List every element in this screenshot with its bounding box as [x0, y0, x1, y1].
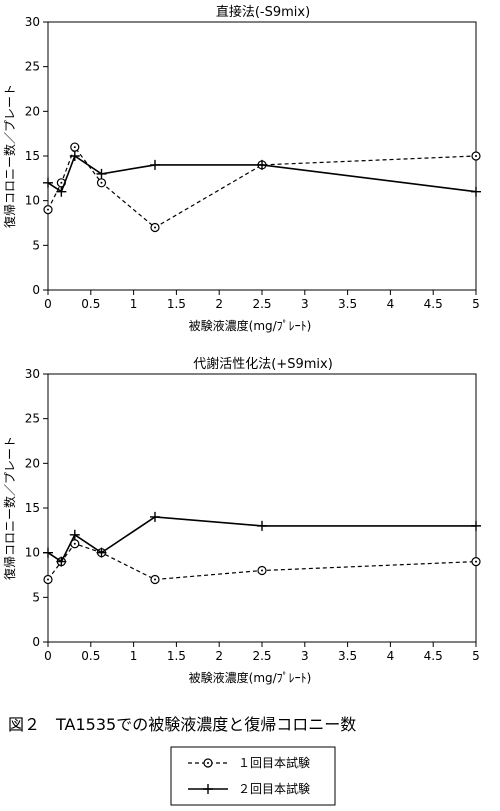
x-tick-label: 4	[387, 649, 395, 663]
data-point-circle-dot	[73, 146, 76, 149]
x-tick-label: 4	[387, 297, 395, 311]
figure-caption: 図２ TA1535での被験液濃度と復帰コロニー数	[8, 715, 356, 734]
chart-metabolic-activation: 代謝活性化法(+S9mix) 被験液濃度(mg/ﾌﾟﾚｰﾄ) 復帰コロニー数／プ…	[2, 357, 481, 685]
y-axis-label: 復帰コロニー数／プレート	[2, 84, 17, 228]
x-tick-label: 3.5	[338, 297, 357, 311]
y-tick-label: 10	[25, 546, 40, 560]
plot-frame	[47, 373, 477, 643]
y-tick-label: 20	[25, 456, 40, 470]
data-point-circle-dot	[47, 578, 49, 581]
x-tick-label: 4.5	[424, 649, 443, 663]
y-tick-label: 20	[25, 104, 40, 118]
x-tick-label: 2	[215, 649, 223, 663]
y-tick-label: 5	[32, 238, 40, 252]
data-point-circle-dot	[73, 542, 76, 545]
x-tick-label: 2.5	[252, 649, 271, 663]
data-point-circle-dot	[475, 155, 477, 157]
x-tick-label: 2	[215, 297, 223, 311]
y-axis-label: 復帰コロニー数／プレート	[2, 436, 17, 580]
tick-group: 0 0.5 1 1.5 2 2.5 3 3.5 4 4.5 5 0 5 10 15 20 25 30	[25, 367, 480, 663]
y-tick-label: 25	[25, 412, 40, 426]
data-point-cross-marker	[257, 159, 267, 170]
y-tick-label: 30	[25, 367, 40, 381]
x-tick-label: 2.5	[252, 297, 271, 311]
data-point-cross-marker	[150, 159, 160, 170]
x-tick-label: 3	[301, 649, 309, 663]
x-tick-label: 0.5	[81, 297, 100, 311]
y-tick-label: 10	[25, 194, 40, 208]
chart-title: 直接法(-S9mix)	[216, 4, 310, 20]
y-tick-label: 0	[32, 635, 40, 649]
data-point-circle-dot	[100, 181, 103, 184]
data-point-cross-marker	[150, 511, 160, 522]
series-line-first-test	[47, 145, 477, 229]
data-point-cross-marker	[69, 151, 80, 161]
data-point-circle-dot	[47, 208, 49, 211]
data-point-circle-dot	[475, 560, 477, 563]
data-point-cross-marker	[471, 186, 481, 197]
x-tick-label: 5	[472, 297, 480, 311]
x-tick-label: 0	[44, 297, 52, 311]
data-point-circle-dot	[154, 578, 156, 581]
data-point-cross-marker	[43, 177, 53, 188]
legend: １回目本試験 ２回目本試験	[170, 746, 336, 806]
data-point-circle-dot	[60, 181, 63, 184]
x-tick-label: 1.5	[167, 649, 186, 663]
tick-group: 0 0.5 1 1.5 2 2.5 3 3.5 4 4.5 5 0 5 10 15 20 25 30	[25, 15, 480, 311]
chart-title: 代謝活性化法(+S9mix)	[193, 357, 333, 372]
legend-item-second-test: ２回目本試験	[188, 781, 310, 796]
data-point-circle-dot	[154, 226, 156, 229]
series-group	[43, 142, 481, 233]
x-tick-label: 1	[130, 649, 138, 663]
y-tick-label: 30	[25, 15, 40, 29]
data-point-cross-marker	[56, 186, 67, 197]
y-tick-label: 15	[25, 501, 40, 515]
data-point-cross-marker	[96, 547, 107, 558]
legend-cross-marker-icon	[203, 784, 213, 794]
data-point-cross-marker	[96, 168, 107, 179]
legend-label: １回目本試験	[238, 755, 310, 770]
x-tick-label: 0	[44, 649, 52, 663]
x-tick-label: 0.5	[81, 649, 100, 663]
y-tick-label: 15	[25, 149, 40, 163]
x-axis-label: 被験液濃度(mg/ﾌﾟﾚｰﾄ)	[189, 318, 312, 333]
data-point-cross-marker	[257, 520, 267, 531]
x-tick-label: 3.5	[338, 649, 357, 663]
legend-box	[170, 746, 336, 806]
y-tick-label: 5	[32, 590, 40, 604]
x-axis-label: 被験液濃度(mg/ﾌﾟﾚｰﾄ)	[189, 670, 312, 685]
legend-circle-dot-icon	[207, 762, 209, 764]
data-point-cross-marker	[43, 547, 53, 558]
x-tick-label: 1.5	[167, 297, 186, 311]
x-tick-label: 4.5	[424, 297, 443, 311]
y-tick-label: 25	[25, 60, 40, 74]
data-point-cross-marker	[56, 556, 67, 567]
chart-direct-method: 直接法(-S9mix) 被験液濃度(mg/ﾌﾟﾚｰﾄ) 復帰コロニー数／プレート…	[2, 4, 481, 333]
plot-frame	[47, 21, 477, 291]
legend-item-first-test: １回目本試験	[188, 755, 310, 770]
x-tick-label: 1	[130, 297, 138, 311]
series-group	[43, 511, 481, 585]
x-tick-label: 5	[472, 649, 480, 663]
x-tick-label: 3	[301, 297, 309, 311]
data-point-cross-marker	[471, 520, 481, 531]
legend-label: ２回目本試験	[238, 781, 310, 796]
data-point-circle-dot	[261, 569, 263, 572]
data-point-cross-marker	[69, 529, 80, 540]
y-tick-label: 0	[32, 283, 40, 297]
